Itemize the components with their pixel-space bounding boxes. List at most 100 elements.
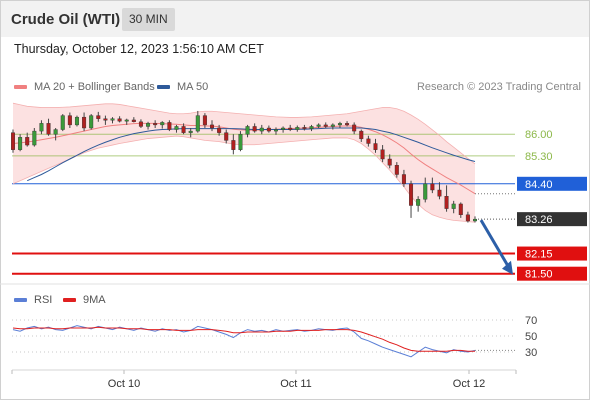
research-credit: Research © 2023 Trading Central xyxy=(416,81,581,93)
candle-body xyxy=(352,124,357,132)
candle-body xyxy=(295,127,300,130)
bollinger-lower xyxy=(12,135,476,223)
target-label-bg-4 xyxy=(517,246,587,261)
legend-label-ma50: MA 50 xyxy=(177,81,209,93)
candle-body xyxy=(316,124,321,127)
candle-body xyxy=(39,123,44,132)
resistance-label-1: 85.30 xyxy=(525,151,553,163)
candle-body xyxy=(281,127,286,130)
header-bar: Crude Oil (WTI) 30 MIN xyxy=(1,1,589,37)
instrument-title: Crude Oil (WTI) xyxy=(11,11,121,28)
target-label-4: 82.15 xyxy=(525,249,553,261)
rsi-swatch xyxy=(14,298,27,302)
candle-body xyxy=(330,124,335,127)
candle-body xyxy=(117,118,122,122)
candle-body xyxy=(10,132,15,150)
bollinger-upper xyxy=(12,102,476,165)
candle-body xyxy=(18,137,23,150)
candle-body xyxy=(231,140,236,150)
candle-body xyxy=(74,116,79,126)
candle-body xyxy=(273,129,278,132)
legend-label-ma20: MA 20 + Bollinger Bands xyxy=(34,81,155,93)
candle-body xyxy=(210,124,215,129)
timeframe-badge[interactable]: 30 MIN xyxy=(122,8,175,31)
candle-body xyxy=(96,115,101,119)
candle-body xyxy=(146,123,151,127)
forecast-arrow-head xyxy=(502,260,513,275)
candle-body xyxy=(373,143,378,150)
candle-body xyxy=(188,130,193,133)
candle-body xyxy=(430,183,435,191)
rsi-level-label-30: 30 xyxy=(525,347,537,359)
x-label-1: Oct 11 xyxy=(280,378,312,390)
candle-body xyxy=(465,214,470,222)
candle-body xyxy=(25,137,30,146)
legend-item-rsi: RSI xyxy=(14,294,52,306)
candle-body xyxy=(32,130,37,146)
x-label-2: Oct 12 xyxy=(453,378,485,390)
candle-body xyxy=(153,123,158,126)
rsi-line xyxy=(12,325,476,358)
last-price-label-bg xyxy=(517,212,587,227)
candle-body xyxy=(387,158,392,166)
candle-body xyxy=(380,149,385,160)
candle-body xyxy=(245,126,250,135)
candle-body xyxy=(444,195,449,209)
legend-item-ma50: MA 50 xyxy=(157,81,208,93)
candle-body xyxy=(401,174,406,185)
candle-body xyxy=(53,129,58,135)
candle-body xyxy=(224,132,229,141)
candle-body xyxy=(252,126,257,132)
datetime-label: Thursday, October 12, 2023 1:56:10 AM CE… xyxy=(14,42,264,56)
rsi-level-label-50: 50 xyxy=(525,331,537,343)
legend-label-9ma: 9MA xyxy=(83,294,106,306)
ma20-line xyxy=(12,122,476,195)
candle-body xyxy=(473,218,478,222)
candle-body xyxy=(409,183,414,206)
candle-body xyxy=(288,127,293,130)
rsi-level-label-70: 70 xyxy=(525,315,537,327)
candle-body xyxy=(437,189,442,197)
pivot-label: 84.40 xyxy=(525,179,553,191)
candle-body xyxy=(67,115,72,126)
candle-body xyxy=(366,138,371,144)
candle-body xyxy=(302,127,307,129)
candle-body xyxy=(195,115,200,132)
candle-body xyxy=(458,203,463,215)
candle-body xyxy=(60,115,65,130)
candle-body xyxy=(160,122,165,126)
candle-body xyxy=(82,116,87,129)
resistance-label-0: 86.00 xyxy=(525,129,553,141)
candle-body xyxy=(202,115,207,126)
candle-body xyxy=(309,126,314,129)
x-label-0: Oct 10 xyxy=(108,378,140,390)
candle-body xyxy=(323,124,328,127)
legend-item-9ma: 9MA xyxy=(63,294,106,306)
forecast-arrow-shaft xyxy=(479,219,511,269)
candle-body xyxy=(131,119,136,123)
9ma-swatch xyxy=(63,298,76,302)
ma50-swatch xyxy=(157,85,170,89)
candle-body xyxy=(259,127,264,132)
target-label-5: 81.50 xyxy=(525,269,553,281)
candle-body xyxy=(394,164,399,175)
candle-body xyxy=(46,123,51,135)
candle-body xyxy=(416,199,421,206)
ma50-line xyxy=(27,127,476,182)
ma20-swatch xyxy=(14,85,27,89)
candle-body xyxy=(266,127,271,132)
last-price-label: 83.26 xyxy=(525,214,553,226)
legend-label-rsi: RSI xyxy=(34,294,53,306)
rsi-9ma-line xyxy=(12,326,475,352)
candle-body xyxy=(337,123,342,126)
candle-body xyxy=(238,133,243,150)
candle-body xyxy=(167,122,172,130)
candle-body xyxy=(110,118,115,121)
candle-body xyxy=(423,183,428,200)
target-label-bg-5 xyxy=(517,266,587,281)
candle-body xyxy=(103,118,108,121)
candle-body xyxy=(359,130,364,140)
candle-body xyxy=(181,126,186,133)
